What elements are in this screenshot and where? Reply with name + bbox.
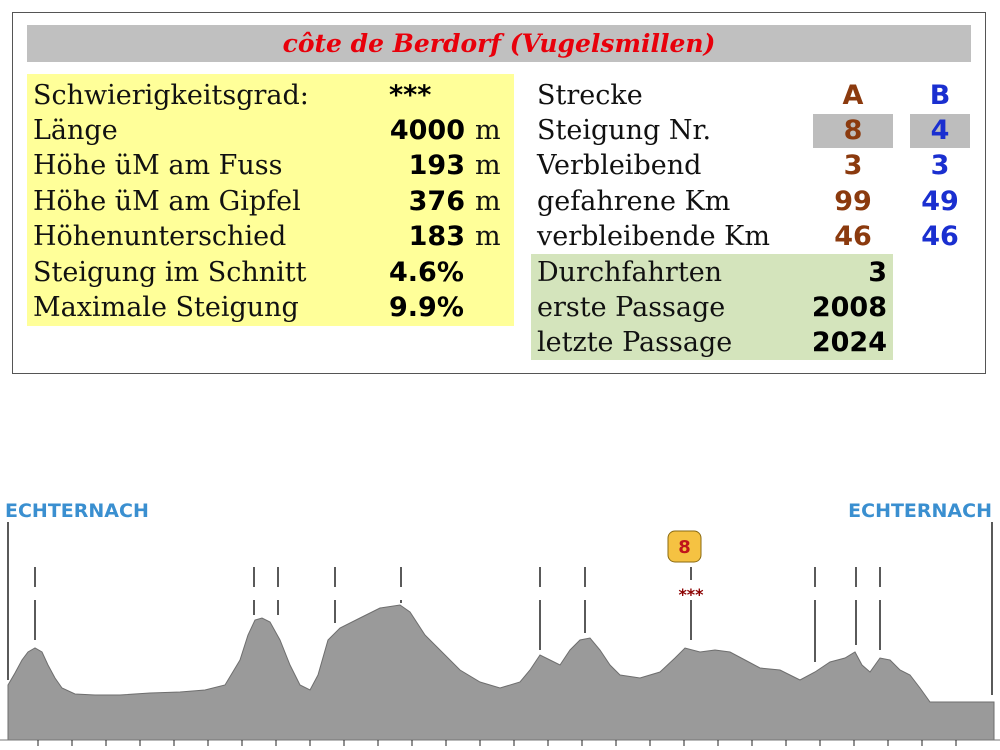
stat-unit-base-altitude: m	[475, 150, 501, 181]
climb-badge-number: 8	[678, 537, 691, 558]
stat-value-elevation-gain: 183	[408, 221, 465, 252]
stat-unit-summit-altitude: m	[475, 186, 501, 217]
stat-label-base-altitude: Höhe üM am Fuss	[33, 150, 283, 181]
stat-value-avg-gradient: 4.6%	[389, 257, 464, 288]
route-label-climb-number: Steigung Nr.	[537, 115, 712, 146]
elevation-profile: ECHTERNACH ECHTERNACH 8 ***	[0, 500, 1000, 746]
stat-label-summit-altitude: Höhe üM am Gipfel	[33, 186, 301, 217]
passage-label-last: letzte Passage	[537, 327, 733, 358]
climb-badge	[667, 530, 702, 563]
stat-value-summit-altitude: 376	[408, 186, 465, 217]
passage-label-first: erste Passage	[537, 292, 726, 323]
route-header-label: Strecke	[537, 80, 643, 111]
stat-label-elevation-gain: Höhenunterschied	[33, 221, 287, 252]
climb-stats-panel	[27, 74, 514, 326]
route-label-remaining: Verbleibend	[537, 150, 702, 181]
stat-value-difficulty: ***	[389, 80, 432, 111]
route-a-climb-number: 8	[843, 115, 863, 146]
route-b-km-remaining: 46	[921, 221, 959, 252]
stat-value-base-altitude: 193	[408, 150, 465, 181]
passage-value-count: 3	[868, 257, 887, 288]
climb-info-card: côte de Berdorf (Vugelsmillen) Schwierig…	[12, 12, 986, 374]
stat-value-max-gradient: 9.9%	[389, 292, 464, 323]
passage-value-last: 2024	[811, 327, 887, 358]
route-a-km-remaining: 46	[834, 221, 872, 252]
route-b-climb-number: 4	[930, 115, 950, 146]
stat-label-length: Länge	[33, 115, 118, 146]
route-label-km-remaining: verbleibende Km	[537, 221, 770, 252]
climb-title: côte de Berdorf (Vugelsmillen)	[27, 25, 971, 62]
finish-town-label: ECHTERNACH	[848, 500, 992, 522]
route-col-a: A	[842, 80, 864, 111]
passage-value-first: 2008	[811, 292, 887, 323]
route-label-km-ridden: gefahrene Km	[537, 186, 731, 217]
climb-number-b-box	[910, 114, 970, 148]
passage-label-count: Durchfahrten	[537, 257, 723, 288]
stat-label-difficulty: Schwierigkeitsgrad:	[33, 80, 309, 111]
route-b-km-ridden: 49	[921, 186, 959, 217]
stat-unit-elevation-gain: m	[475, 221, 501, 252]
route-col-b: B	[929, 80, 951, 111]
profile-ticks	[37, 740, 957, 746]
stat-label-avg-gradient: Steigung im Schnitt	[33, 257, 307, 288]
stat-label-max-gradient: Maximale Steigung	[33, 292, 299, 323]
climb-number-a-box	[813, 114, 893, 148]
elevation-terrain	[7, 604, 995, 741]
route-a-remaining: 3	[843, 150, 863, 181]
stat-value-length: 4000	[389, 115, 465, 146]
profile-markers	[7, 522, 993, 695]
route-b-remaining: 3	[930, 150, 950, 181]
stat-unit-length: m	[475, 115, 501, 146]
climb-difficulty-stars: ***	[678, 585, 704, 604]
start-town-label: ECHTERNACH	[5, 500, 149, 522]
passages-panel	[531, 254, 893, 360]
route-a-km-ridden: 99	[834, 186, 872, 217]
